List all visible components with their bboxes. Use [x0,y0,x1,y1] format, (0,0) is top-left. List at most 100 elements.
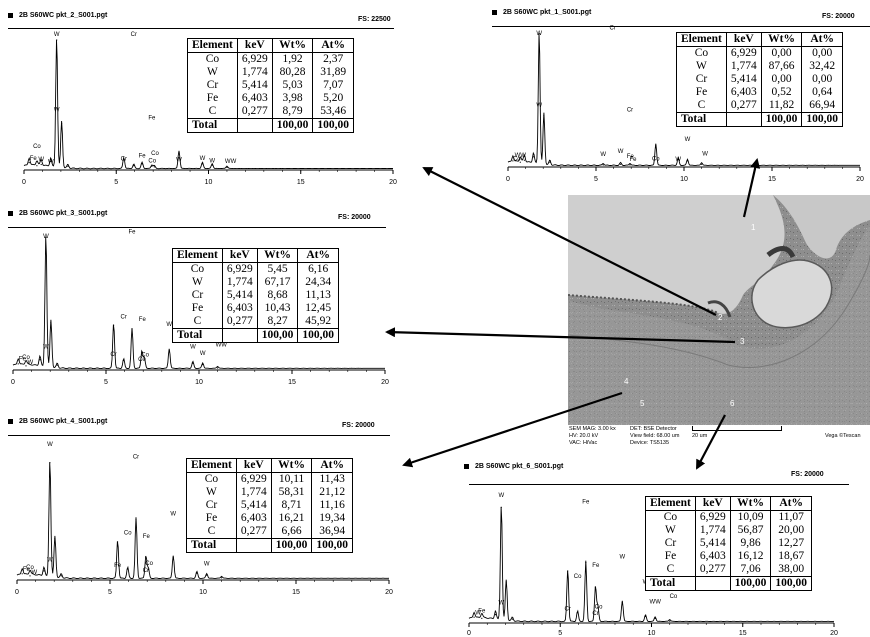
spectrum-line [16,462,390,580]
peak-label: Co [22,355,30,361]
peak-point [153,166,155,168]
x-tick-label: 10 [205,179,213,186]
composition-table: Element keV Wt% At% Co 6,929 10,09 11,07 W 1,774 5… [645,496,813,591]
peak-label: Fe [139,153,147,159]
table-cell: 100,00 [256,328,299,343]
table-cell: Fe [676,86,727,99]
x-tick-label: 15 [768,176,776,183]
peak-point [56,39,58,41]
table-cell: 53,46 [312,105,355,119]
peak-point [145,556,147,558]
total-row: Total 100,00 100,00 [645,576,813,591]
peak-label: W [47,557,53,563]
peak-label: W [54,32,60,38]
table-cell: Cr [186,499,237,512]
table-cell: C [172,315,223,329]
peak-point [549,161,551,163]
table-row: Cr 5,414 8,71 11,16 [186,499,354,512]
table-cell: C [676,99,727,113]
table-cell [235,538,272,553]
x-tick-label: 20 [385,589,393,596]
table-cell: 6,929 [221,262,258,276]
x-tick-label: 0 [22,179,26,186]
peak-point [655,144,657,146]
table-cell: 1,92 [271,52,314,66]
table-cell: 0,277 [725,99,762,113]
table-cell: 0,64 [801,86,844,99]
peak-point [654,617,656,619]
table-cell: Cr [645,537,696,550]
table-row: W 1,774 58,31 21,12 [186,486,354,499]
peak-point [519,161,521,163]
column-header: Element [645,496,696,511]
table-cell: 9,86 [729,537,772,550]
table-cell: 5,414 [221,289,258,302]
total-row: Total 100,00 100,00 [187,118,355,133]
peak-point [168,349,170,351]
table-cell: Fe [645,550,696,563]
peak-point [543,114,545,116]
table-cell: 0,00 [760,73,803,86]
x-tick-label: 20 [389,179,397,186]
spectrum-line [12,237,385,370]
peak-point [202,364,204,366]
spectrum-plot: 05101520WWCrFeCoCrFeCoWWWWCoFeW [467,493,838,637]
peak-label: W [619,555,625,561]
table-cell: 5,414 [725,73,762,86]
peak-point [61,122,63,124]
peak-label: W [176,158,182,164]
peak-point [45,236,47,238]
x-tick-label: 5 [114,179,118,186]
table-cell: 8,79 [271,105,314,119]
column-header: keV [235,458,272,473]
table-cell: 6,929 [725,46,762,60]
peak-label: Fe [128,229,136,235]
peak-label: W [685,137,691,143]
table-cell: 6,403 [221,302,258,315]
peak-label: W [475,610,481,616]
table-cell: Total [645,576,696,591]
table-cell: Cr [172,289,223,302]
peak-label: Fe [148,115,156,121]
table-cell: 100,00 [271,118,314,133]
peak-point [481,617,483,619]
spectrum-panel-pkt3: 2B S60WC pkt_3_S001.pgt FS: 20000 0 5 10 15… [8,210,389,390]
column-header: At% [311,458,354,473]
peak-point [39,359,41,361]
peak-label: W [209,158,215,164]
table-cell: Fe [172,302,223,315]
table-cell: 100,00 [760,112,803,127]
table-cell: 5,414 [235,499,272,512]
x-tick-label: 20 [856,176,864,183]
column-header: Element [172,248,223,263]
scale-bar-label: 20 um [692,433,708,439]
x-tick-label: 10 [680,176,688,183]
x-tick-label: 20 [381,379,389,386]
peak-label: WW [225,159,237,165]
peak-label: Co [26,565,34,571]
table-cell: 67,17 [256,276,299,289]
table-cell: C [186,525,237,539]
x-tick-label: 15 [288,379,296,386]
peak-label: Fe [114,563,122,569]
table-row: C 0,277 8,27 45,92 [172,315,340,329]
peak-point [505,581,507,583]
peak-point [141,351,143,353]
table-cell: 1,774 [235,486,272,499]
table-row: W 1,774 80,28 31,89 [187,66,355,79]
peak-label: W [38,157,44,163]
peak-label: Co [141,353,149,359]
point-label: 2 [718,313,723,322]
peak-point [511,618,513,620]
column-header: Wt% [271,38,314,53]
scale-bar [692,426,782,431]
table-cell: Total [186,538,237,553]
peak-point [211,164,213,166]
table-row: C 0,277 11,82 66,94 [676,99,844,113]
table-cell: 5,414 [236,79,273,92]
column-header: Element [186,458,237,473]
peak-point [67,165,69,167]
x-tick-label: 10 [648,630,656,637]
peak-label: W [204,562,210,568]
table-cell: 87,66 [760,60,803,73]
